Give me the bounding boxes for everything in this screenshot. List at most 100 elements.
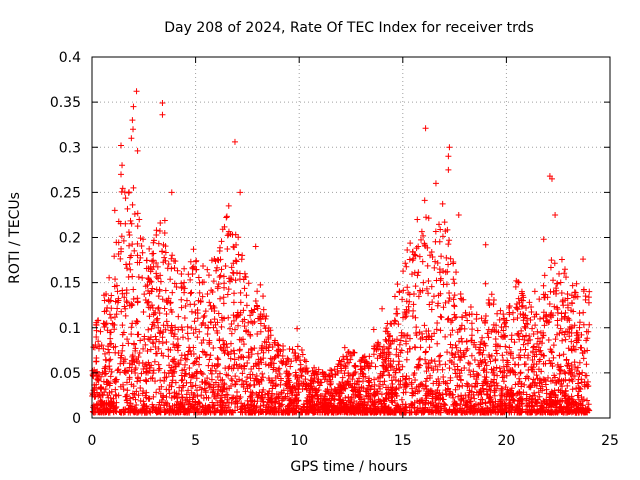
data-point: [253, 362, 260, 369]
data-point: [546, 394, 553, 401]
data-point: [174, 335, 181, 342]
data-point: [228, 321, 235, 328]
data-point: [510, 355, 517, 362]
data-point: [469, 337, 476, 344]
data-point: [218, 323, 225, 330]
data-point: [130, 126, 137, 133]
data-point: [224, 407, 231, 414]
data-point: [331, 385, 338, 392]
data-point: [255, 365, 262, 372]
data-point: [197, 409, 204, 416]
data-point: [120, 358, 127, 365]
data-point: [257, 356, 264, 363]
data-point: [188, 389, 195, 396]
data-point: [257, 328, 264, 335]
data-point: [474, 380, 481, 387]
data-point: [358, 396, 365, 403]
data-point: [285, 381, 292, 388]
data-point: [217, 295, 224, 302]
data-point: [161, 254, 168, 261]
data-point: [435, 400, 442, 407]
data-point: [343, 408, 350, 415]
data-point: [204, 330, 211, 337]
data-point: [215, 356, 222, 363]
data-point: [403, 381, 410, 388]
data-point: [531, 288, 538, 295]
data-point: [552, 394, 559, 401]
data-point: [125, 229, 132, 236]
data-point: [204, 375, 211, 382]
data-point: [147, 278, 154, 285]
data-point: [211, 304, 218, 311]
data-point: [145, 304, 152, 311]
data-point: [562, 309, 569, 316]
data-point: [568, 338, 575, 345]
data-point: [493, 322, 500, 329]
x-tick-label: 0: [88, 433, 97, 449]
data-point: [237, 289, 244, 296]
data-point: [529, 349, 536, 356]
data-point: [571, 359, 578, 366]
data-point: [419, 404, 426, 411]
data-point: [553, 304, 560, 311]
data-point: [444, 316, 451, 323]
data-point: [529, 356, 536, 363]
data-point: [181, 265, 188, 272]
data-point: [134, 147, 141, 154]
data-point: [147, 263, 154, 270]
data-point: [450, 276, 457, 283]
data-point: [576, 370, 583, 377]
data-point: [523, 403, 530, 410]
data-point: [181, 352, 188, 359]
data-point: [309, 377, 316, 384]
data-point: [179, 384, 186, 391]
data-point: [211, 316, 218, 323]
data-point: [272, 368, 279, 375]
data-point: [330, 409, 337, 416]
data-point: [486, 398, 493, 405]
data-point: [138, 370, 145, 377]
data-point: [294, 325, 301, 332]
data-point: [112, 349, 119, 356]
data-point: [546, 301, 553, 308]
data-point: [298, 346, 305, 353]
data-point: [521, 323, 528, 330]
data-point: [124, 399, 131, 406]
data-point: [236, 270, 243, 277]
data-point: [153, 270, 160, 277]
data-point: [442, 333, 449, 340]
data-point: [517, 354, 524, 361]
data-point: [568, 393, 575, 400]
data-point: [223, 371, 230, 378]
data-point: [381, 398, 388, 405]
data-point: [509, 392, 516, 399]
data-point: [359, 400, 366, 407]
data-point: [184, 330, 191, 337]
data-point: [437, 313, 444, 320]
data-point: [106, 311, 113, 318]
data-point: [232, 373, 239, 380]
data-point: [557, 403, 564, 410]
data-point: [404, 284, 411, 291]
data-point: [439, 366, 446, 373]
data-point: [455, 211, 462, 218]
data-point: [492, 343, 499, 350]
data-point: [223, 391, 230, 398]
data-point: [214, 390, 221, 397]
data-point: [432, 363, 439, 370]
data-point: [370, 351, 377, 358]
data-point: [562, 376, 569, 383]
data-point: [552, 336, 559, 343]
data-point: [113, 282, 120, 289]
data-point: [561, 369, 568, 376]
data-point: [332, 387, 339, 394]
data-point: [536, 296, 543, 303]
data-point: [347, 350, 354, 357]
data-point: [376, 352, 383, 359]
data-point: [214, 256, 221, 263]
data-point: [531, 389, 538, 396]
data-point: [265, 375, 272, 382]
data-point: [218, 266, 225, 273]
data-point: [228, 394, 235, 401]
